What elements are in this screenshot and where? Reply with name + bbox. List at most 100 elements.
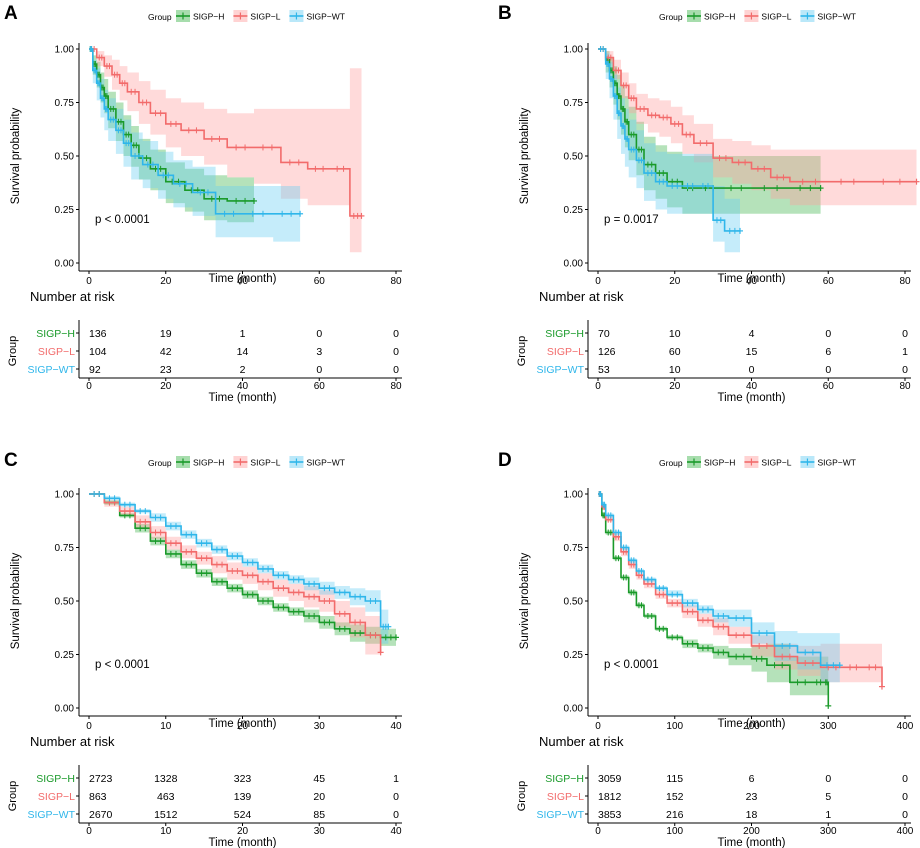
x-tick-label: 80 [899, 276, 911, 287]
ci-band-wt [89, 49, 301, 242]
risk-value: 3 [316, 346, 322, 358]
legend-label-l: SIGP−L [250, 458, 280, 468]
x-tick-label: 60 [823, 276, 835, 287]
ci-band-h [598, 494, 829, 708]
risk-value: 18 [746, 809, 758, 821]
risk-row-label-l: SIGP−L [547, 346, 584, 358]
legend-label-wt: SIGP−WT [817, 12, 856, 22]
risk-table-title: Number at risk [539, 734, 624, 749]
x-tick-label: 20 [669, 276, 681, 287]
p-value-label: p < 0.0001 [95, 659, 150, 671]
risk-table-title: Number at risk [539, 289, 624, 304]
risk-table-d: Number at risk Group SIGP−H 3059 115 6 0 0 SIGP−… [516, 734, 914, 848]
legend-label-h: SIGP−H [193, 12, 224, 22]
legend-d: Group SIGP−H SIGP−L SIGP−WT [659, 456, 856, 468]
x-tick-label: 200 [743, 721, 760, 732]
survival-curve-h [598, 493, 830, 706]
risk-x-tick-label: 30 [314, 826, 326, 837]
risk-value: 0 [393, 791, 399, 803]
y-tick-label: 0.75 [55, 98, 75, 109]
risk-value: 524 [234, 809, 252, 821]
risk-table-title: Number at risk [30, 734, 115, 749]
risk-value: 23 [746, 791, 758, 803]
risk-x-tick-label: 10 [160, 826, 172, 837]
x-tick-label: 30 [314, 721, 326, 732]
risk-row-label-h: SIGP−H [36, 773, 75, 785]
x-axis-title: Time (month) [209, 273, 277, 285]
risk-value: 1328 [154, 773, 178, 785]
survival-curve-wt [89, 48, 301, 215]
risk-value: 0 [825, 364, 831, 376]
y-tick-label: 0.25 [55, 205, 75, 216]
risk-value: 0 [902, 809, 908, 821]
risk-value: 14 [237, 346, 249, 358]
panel-a-letter: A [4, 3, 18, 24]
risk-value: 0 [902, 364, 908, 376]
risk-row-label-wt: SIGP−WT [27, 364, 75, 376]
y-tick-label: 1.00 [55, 45, 75, 56]
panel-c-letter: C [4, 450, 18, 471]
legend-label-wt: SIGP−WT [306, 458, 345, 468]
risk-value: 1 [902, 346, 908, 358]
risk-x-tick-label: 0 [595, 826, 601, 837]
p-value-label: p = 0.0017 [604, 214, 659, 226]
risk-value: 139 [234, 791, 252, 803]
y-tick-label: 0.50 [55, 597, 75, 608]
risk-x-tick-label: 200 [743, 826, 760, 837]
risk-x-tick-label: 0 [86, 381, 92, 392]
legend-label-wt: SIGP−WT [306, 12, 345, 22]
km-panel-b: Group SIGP−H SIGP−L SIGP−WT 0.00 0.25 0.50 0.75… [516, 10, 920, 404]
svg-text:A: A [4, 3, 18, 24]
ci-band-l [598, 494, 882, 700]
risk-group-axis-title: Group [7, 336, 19, 367]
legend-label-wt: SIGP−WT [817, 458, 856, 468]
axes-a: 0.00 0.25 0.50 0.75 1.00 0 20 40 60 80 Time (month… [10, 43, 402, 287]
risk-value: 2 [240, 364, 246, 376]
risk-x-tick-label: 400 [897, 826, 914, 837]
risk-row-label-h: SIGP−H [36, 328, 75, 340]
risk-value: 216 [666, 809, 684, 821]
risk-row-label-h: SIGP−H [545, 773, 584, 785]
risk-value: 10 [669, 328, 681, 340]
risk-value: 6 [749, 773, 755, 785]
x-tick-label: 60 [314, 276, 326, 287]
risk-value: 2723 [89, 773, 113, 785]
legend-title: Group [659, 12, 683, 22]
x-tick-label: 40 [746, 276, 758, 287]
risk-value: 45 [313, 773, 325, 785]
y-tick-label: 0.25 [564, 205, 584, 216]
risk-x-tick-label: 60 [314, 381, 326, 392]
legend-label-h: SIGP−H [704, 12, 735, 22]
ci-band-wt [598, 494, 840, 683]
plot-c: p < 0.0001 [89, 491, 399, 678]
panel-b-letter: B [498, 3, 512, 24]
y-tick-label: 0.50 [564, 597, 584, 608]
risk-value: 92 [89, 364, 101, 376]
y-tick-label: 0.50 [55, 152, 75, 163]
y-axis-title: Survival probability [10, 107, 22, 204]
risk-value: 1 [825, 809, 831, 821]
risk-value: 10 [669, 364, 681, 376]
x-tick-label: 0 [86, 276, 92, 287]
risk-row-label-wt: SIGP−WT [536, 809, 584, 821]
risk-row-label-h: SIGP−H [545, 328, 584, 340]
risk-x-tick-label: 80 [390, 381, 402, 392]
y-tick-label: 0.25 [564, 650, 584, 661]
y-tick-label: 0.00 [55, 259, 75, 270]
risk-value: 0 [902, 773, 908, 785]
risk-x-tick-label: 20 [237, 826, 249, 837]
risk-value: 0 [393, 364, 399, 376]
legend-label-l: SIGP−L [761, 458, 791, 468]
risk-x-tick-label: 40 [390, 826, 402, 837]
x-axis-title: Time (month) [718, 273, 786, 285]
risk-value: 863 [89, 791, 107, 803]
risk-value: 2670 [89, 809, 113, 821]
risk-value: 6 [825, 346, 831, 358]
risk-value: 23 [160, 364, 172, 376]
y-tick-label: 1.00 [564, 490, 584, 501]
risk-value: 3059 [598, 773, 622, 785]
p-value-label: p < 0.0001 [604, 659, 659, 671]
risk-x-tick-label: 100 [666, 826, 683, 837]
y-tick-label: 0.50 [564, 152, 584, 163]
